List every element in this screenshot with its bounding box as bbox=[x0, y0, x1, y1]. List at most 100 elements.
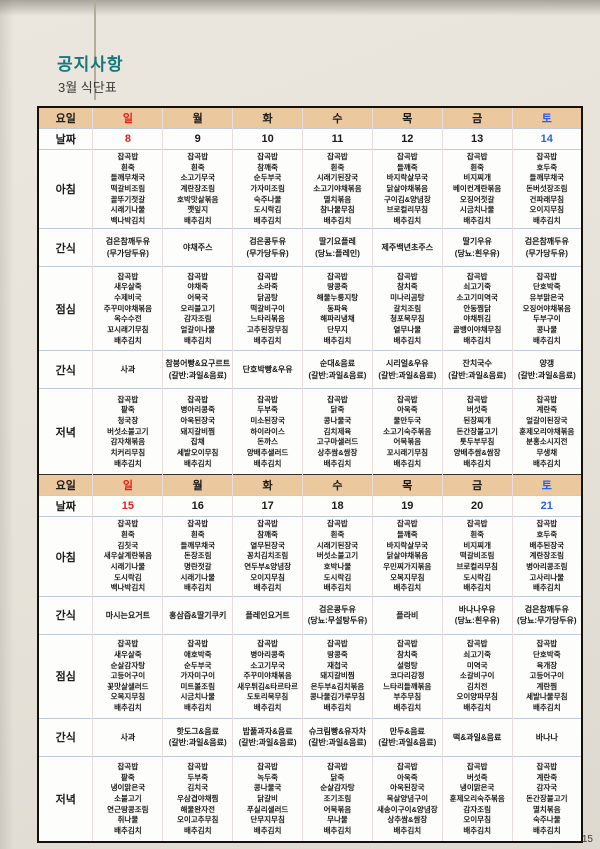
week2-date-row: 날짜 15 16 17 18 19 20 21 bbox=[37, 495, 582, 517]
week2-date-0: 15 bbox=[92, 495, 163, 517]
meal-table-body: 요일 일 월 화 수 목 금 토 날짜 8 9 10 11 12 13 14 아침 잡곡밥 흰죽 들깨무채국 떡갈비조림… bbox=[37, 106, 582, 843]
menu-cell: 잡곡밥 버섯죽 냉이맑은국 훈제오리숙주볶음 감자조림 오이무침 배추김치 bbox=[441, 755, 513, 843]
menu-cell: 잡곡밥 애호박죽 순두부국 가자미구이 미트볼조림 시금치나물 배추김치 bbox=[162, 633, 233, 719]
menu-cell: 잡곡밥 팥죽 청국장 버섯소불고기 감자채볶음 치커리무침 배추김치 bbox=[92, 388, 163, 475]
menu-cell: 잡곡밥 아욱죽 아욱된장국 목살양념구이 새송이구이&양념장 상추쌈&쌈장 배추김치 bbox=[371, 755, 443, 843]
menu-cell: 제주백년초주스 bbox=[371, 228, 443, 267]
paper-fold-line bbox=[94, 0, 96, 100]
day-header-label: 요일 bbox=[37, 106, 93, 129]
meal-row-label: 간식 bbox=[37, 228, 93, 267]
page-title: 공지사항 bbox=[57, 55, 124, 74]
page-left-shadow bbox=[0, 0, 14, 849]
page-number: 15 bbox=[581, 834, 593, 845]
week2-date-5: 20 bbox=[441, 495, 513, 517]
week2-date-2: 17 bbox=[232, 495, 303, 517]
menu-cell: 바나나 bbox=[511, 717, 582, 757]
menu-cell: 잡곡밥 참깨죽 순두부국 가자미조림 숙주나물 도시락김 배추김치 bbox=[232, 148, 303, 229]
week2-day-header-row: 요일 일 월 화 수 목 금 토 bbox=[37, 474, 582, 496]
menu-cell: 잡곡밥 흰죽 소고기무국 계란장조림 호박맛살볶음 깻잎지 배추김치 bbox=[162, 148, 233, 229]
menu-cell: 검은참깨두유 (무가당두유) bbox=[511, 228, 582, 267]
menu-cell: 잡곡밥 계란죽 감자국 돈간장불고기 멸치볶음 숙주나물 배추김치 bbox=[511, 755, 582, 843]
meal-row-label: 저녁 bbox=[37, 755, 93, 843]
week1-date-4: 12 bbox=[371, 128, 443, 150]
meal-row-label: 간식 bbox=[37, 717, 93, 757]
menu-cell: 홍삼즙&딸기쿠키 bbox=[162, 595, 233, 635]
menu-cell: 시리얼&우유 (갈반:과일&음료) bbox=[371, 350, 443, 389]
menu-cell: 잡곡밥 팥죽 냉이맑은국 소불고기 연근땅콩조림 취나물 배추김치 bbox=[92, 755, 163, 843]
week2-day-6: 토 bbox=[511, 474, 582, 496]
week1-day-3: 수 bbox=[302, 106, 373, 129]
menu-cell: 잡곡밥 단호박죽 유부맑은국 오징어야채볶음 두부구이 콩나물 배추김치 bbox=[511, 266, 582, 351]
page-subtitle: 3월 식단표 bbox=[58, 80, 117, 95]
menu-cell: 잡곡밥 호두죽 들깨무채국 돈버섯장조림 건파래무침 오이지무침 배추김치 bbox=[511, 148, 582, 229]
menu-cell: 검은참깨두유 (무가당두유) bbox=[92, 228, 163, 267]
week2-date-1: 16 bbox=[162, 495, 233, 517]
menu-cell: 잡곡밥 소라죽 닭곰탕 떡갈비구이 느타리볶음 고추된장무침 배추김치 bbox=[232, 266, 303, 351]
meal-row-label: 간식 bbox=[37, 350, 93, 389]
menu-cell: 잡곡밥 흰죽 들깨무채국 떡갈비조림 꼴뚜기젓갈 시래기나물 백나박김치 bbox=[92, 148, 163, 229]
menu-cell: 잡곡밥 두부죽 김치국 우삼겹야채찜 해물완자전 오이고추무침 배추김치 bbox=[162, 755, 233, 843]
meal-row-label: 저녁 bbox=[37, 388, 93, 475]
week1-meal-row-0: 아침 잡곡밥 흰죽 들깨무채국 떡갈비조림 꼴뚜기젓갈 시래기나물 백나박김치 잡곡밥 흰죽 소고기… bbox=[37, 148, 582, 229]
menu-cell: 잡곡밥 흰죽 시래기된장국 소고기야채볶음 멸치볶음 참나물무침 배추김치 bbox=[302, 148, 373, 229]
menu-cell: 사과 bbox=[92, 717, 163, 757]
menu-cell: 잡곡밥 쇠고기죽 소고기미역국 안동찜닭 야채튀김 골뱅이야채무침 배추김치 bbox=[441, 266, 513, 351]
week1-meal-row-1: 간식 검은참깨두유 (무가당두유) 야채주스 검은콩두유 (무가당두유) 딸기요플레 (당뇨:… bbox=[37, 228, 582, 267]
week2-date-6: 21 bbox=[511, 495, 582, 517]
menu-cell: 잡곡밥 참깨죽 열무된장국 꽁치김치조림 연두부&양념장 오이지무침 배추김치 bbox=[232, 516, 303, 597]
meal-row-label: 아침 bbox=[37, 516, 93, 597]
week1-date-0: 8 bbox=[92, 128, 163, 150]
menu-cell: 잡곡밥 땅콩죽 해물누룽지탕 동파육 해파리냉채 단무지 배추김치 bbox=[302, 266, 373, 351]
week1-meal-row-2: 점심 잡곡밥 새우살죽 수제비국 주꾸미야채볶음 옥수수전 꼬시래기무침 배추김치 잡곡밥 야채죽… bbox=[37, 266, 582, 351]
menu-cell: 딸기요플레 (당뇨:플레인) bbox=[302, 228, 373, 267]
week2-meal-row-1: 간식 마시는요거트 홍삼즙&딸기쿠키 플레인요거트 검은콩두유 (당뇨:무설탕두유) 플라비… bbox=[37, 595, 582, 635]
menu-cell: 양갱 (갈반:과일&음료) bbox=[511, 350, 582, 389]
week1-date-5: 13 bbox=[441, 128, 513, 150]
menu-cell: 검은참깨두유 (당뇨:무가당두유) bbox=[511, 595, 582, 635]
week1-day-header-row: 요일 일 월 화 수 목 금 토 bbox=[37, 106, 582, 129]
week2-day-4: 목 bbox=[371, 474, 443, 496]
menu-cell: 잡곡밥 병아리콩죽 소고기무국 주꾸미야채볶음 새우튀김&타르타르 도토리묵무침 배추김치 bbox=[232, 633, 303, 719]
menu-cell: 잡곡밥 흰죽 들깨무채국 돈장조림 명란젓갈 시래기나물 배추김치 bbox=[162, 516, 233, 597]
menu-cell: 잡곡밥 흰죽 시래기된장국 버섯소불고기 호박나물 도시락김 배추김치 bbox=[302, 516, 373, 597]
menu-cell: 잡곡밥 계란죽 얼갈이된장국 훈제오리야채볶음 분홍소시지전 무생채 배추김치 bbox=[511, 388, 582, 475]
menu-cell: 단호박빵&우유 bbox=[232, 350, 303, 389]
page-top-shadow bbox=[0, 0, 600, 16]
week1-day-0: 일 bbox=[92, 106, 163, 129]
menu-cell: 핫도그&음료 (갈반:과일&음료) bbox=[162, 717, 233, 757]
week2-day-3: 수 bbox=[302, 474, 373, 496]
week2-day-5: 금 bbox=[441, 474, 513, 496]
week1-date-2: 10 bbox=[232, 128, 303, 150]
menu-cell: 참붕어빵&요구르트 (갈반:과일&음료) bbox=[162, 350, 233, 389]
menu-cell: 잔치국수 (갈반:과일&음료) bbox=[441, 350, 513, 389]
menu-cell: 잡곡밥 단호박죽 육개장 고등어구이 계란찜 세발나물무침 배추김치 bbox=[511, 633, 582, 719]
menu-cell: 잡곡밥 닭죽 순살감자탕 조기조림 어묵볶음 무나물 배추김치 bbox=[302, 755, 373, 843]
menu-cell: 잡곡밥 호두죽 배추된장국 계란장조림 병아리콩조림 고사리나물 배추김치 bbox=[511, 516, 582, 597]
week1-day-6: 토 bbox=[511, 106, 582, 129]
menu-cell: 검은콩두유 (무가당두유) bbox=[232, 228, 303, 267]
week1-day-4: 목 bbox=[371, 106, 443, 129]
menu-cell: 잡곡밥 흰죽 김칫국 새우살계란볶음 시래기나물 도시락김 백나박김치 bbox=[92, 516, 163, 597]
week2-day-1: 월 bbox=[162, 474, 233, 496]
menu-cell: 잡곡밥 새우살죽 순살감자탕 고등어구이 꽃맛살샐러드 오복지무침 배추김치 bbox=[92, 633, 163, 719]
menu-cell: 만두&음료 (갈반:과일&음료) bbox=[371, 717, 443, 757]
menu-cell: 플라비 bbox=[371, 595, 443, 635]
menu-cell: 떡&과일&음료 bbox=[441, 717, 513, 757]
menu-cell: 잡곡밥 들깨죽 바지락살무국 닭살야채볶음 구이김&양념장 브로컬리무침 배추김치 bbox=[371, 148, 443, 229]
menu-cell: 검은콩두유 (당뇨:무설탕두유) bbox=[302, 595, 373, 635]
week1-day-1: 월 bbox=[162, 106, 233, 129]
menu-cell: 사과 bbox=[92, 350, 163, 389]
week1-day-5: 금 bbox=[441, 106, 513, 129]
day-header-label: 요일 bbox=[37, 474, 93, 496]
menu-cell: 플레인요거트 bbox=[232, 595, 303, 635]
meal-row-label: 점심 bbox=[37, 633, 93, 719]
menu-cell: 잡곡밥 땅콩죽 재첩국 돼지갈비찜 온두부&김치볶음 콩나물김가루무침 배추김치 bbox=[302, 633, 373, 719]
week2-date-4: 19 bbox=[371, 495, 443, 517]
week2-day-0: 일 bbox=[92, 474, 163, 496]
menu-cell: 야채주스 bbox=[162, 228, 233, 267]
week1-date-6: 14 bbox=[511, 128, 582, 150]
date-header-label: 날짜 bbox=[37, 128, 93, 150]
week2-date-3: 18 bbox=[302, 495, 373, 517]
menu-cell: 잡곡밥 참치죽 설렁탕 코다리강정 느타리들깨볶음 부추무침 배추김치 bbox=[371, 633, 443, 719]
week1-meal-row-3: 간식 사과 참붕어빵&요구르트 (갈반:과일&음료) 단호박빵&우유 순대&음료 (갈반:과… bbox=[37, 350, 582, 389]
